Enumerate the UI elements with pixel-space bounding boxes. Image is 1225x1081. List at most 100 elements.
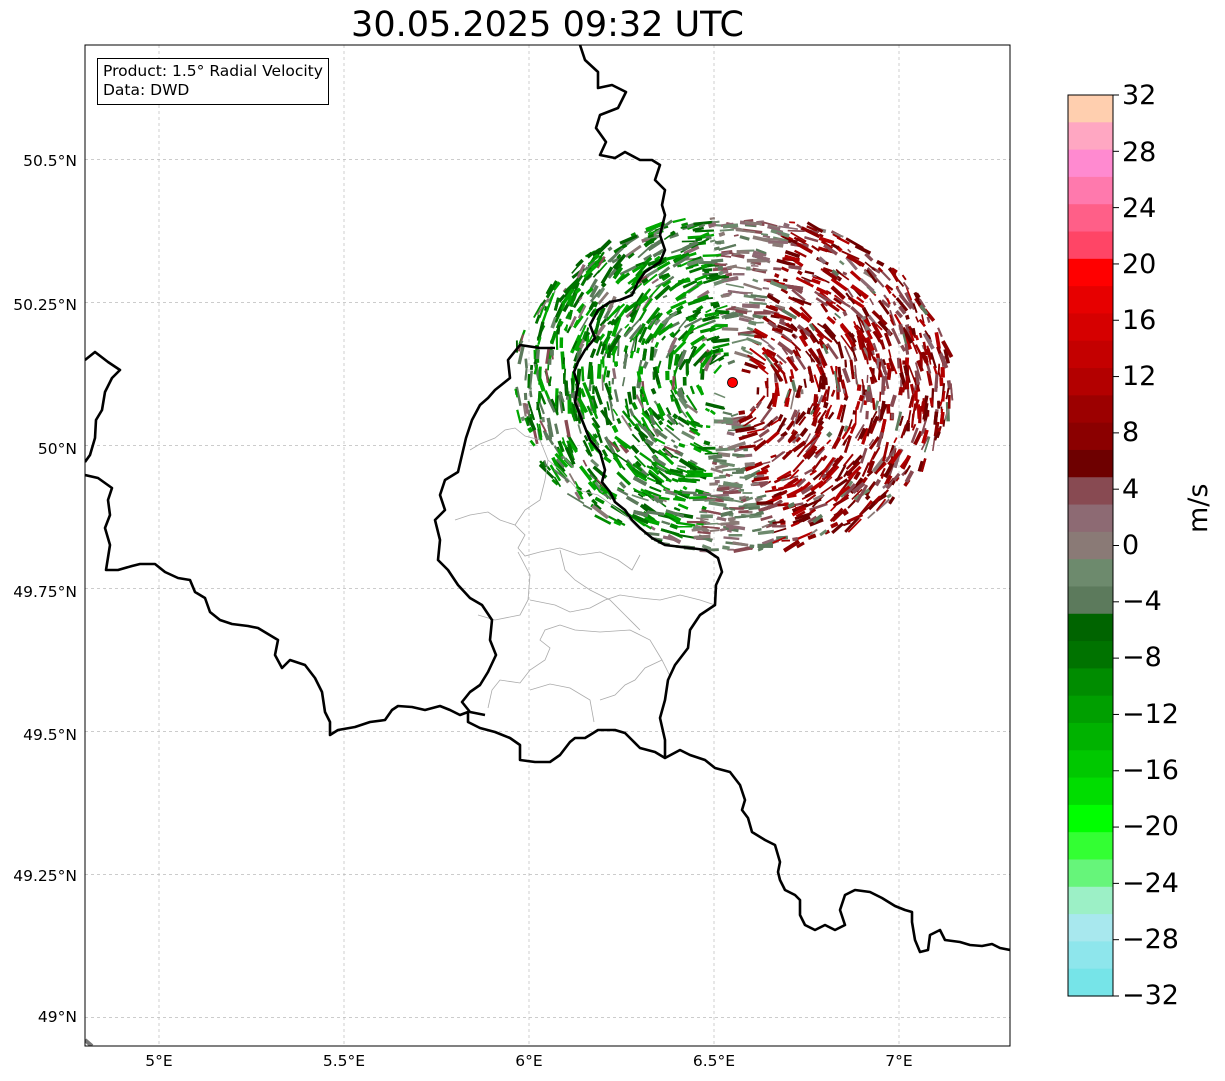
echo-cell — [701, 544, 712, 551]
map-frame — [84, 44, 1011, 1047]
echo-cell — [851, 341, 857, 347]
echo-cell — [744, 462, 755, 467]
echo-cell — [616, 253, 622, 260]
echo-cell — [609, 318, 617, 326]
echo-cell — [601, 374, 604, 391]
echo-cell — [689, 385, 695, 395]
echo-cell — [808, 323, 816, 332]
echo-cell — [520, 416, 526, 422]
echo-cell — [578, 324, 587, 340]
echo-cell — [551, 478, 559, 486]
echo-cell — [722, 467, 740, 472]
echo-cell — [612, 453, 624, 469]
echo-cell — [890, 269, 900, 283]
colorbar-segment — [1068, 695, 1113, 724]
echo-cell — [657, 449, 675, 466]
echo-cell — [667, 349, 675, 369]
echo-cell — [945, 387, 950, 400]
echo-cell — [709, 325, 724, 333]
echo-cell — [631, 494, 649, 502]
echo-cell — [690, 345, 695, 350]
echo-cell — [733, 545, 754, 553]
echo-cell — [724, 313, 739, 320]
colorbar-segment — [1068, 859, 1113, 888]
echo-cell — [586, 260, 596, 271]
echo-cell — [886, 493, 892, 499]
echo-cell — [645, 306, 661, 325]
echo-cell — [643, 489, 662, 498]
echo-cell — [810, 480, 825, 492]
echo-cell — [723, 536, 740, 541]
echo-cell — [626, 458, 636, 470]
echo-cell — [681, 430, 696, 440]
echo-cell — [774, 330, 785, 336]
echo-cell — [529, 439, 536, 447]
echo-cell — [664, 449, 673, 458]
echo-cell — [712, 458, 727, 464]
echo-cell — [801, 276, 813, 282]
echo-cell — [619, 443, 630, 454]
echo-cell — [608, 381, 611, 386]
colorbar-segment — [1068, 586, 1113, 615]
echo-cell — [868, 438, 875, 447]
echo-cell — [890, 413, 895, 420]
echo-cell — [861, 427, 870, 445]
echo-cell — [850, 346, 858, 362]
echo-cell — [590, 458, 600, 468]
colorbar-tick-label: 24 — [1122, 193, 1157, 224]
echo-cell — [898, 323, 905, 335]
echo-cell — [544, 306, 547, 311]
echo-cell — [715, 304, 728, 311]
echo-cell — [880, 473, 885, 479]
echo-cell — [805, 350, 816, 363]
colorbar-unit-label: m/s — [1183, 483, 1214, 533]
echo-cell — [560, 453, 575, 469]
echo-cell — [846, 288, 854, 298]
echo-cell — [929, 397, 934, 407]
echo-cell — [561, 288, 575, 306]
echo-cell — [664, 511, 682, 522]
echo-cell — [687, 223, 702, 230]
echo-cell — [665, 509, 685, 518]
echo-cell — [814, 445, 825, 455]
echo-cell — [705, 425, 711, 429]
echo-cell — [908, 330, 915, 342]
echo-cell — [812, 513, 824, 524]
echo-cell — [527, 416, 537, 431]
echo-cell — [816, 348, 828, 367]
echo-cell — [640, 386, 650, 406]
echo-cell — [654, 437, 666, 445]
echo-cell — [696, 517, 709, 521]
echo-cell — [861, 315, 870, 331]
colorbar-segment — [1068, 722, 1113, 751]
echo-cell — [812, 394, 818, 407]
echo-cell — [647, 234, 654, 239]
echo-cell — [685, 474, 700, 478]
echo-cell — [572, 291, 578, 301]
lat-label: 50°N — [37, 440, 77, 458]
echo-cell — [799, 427, 809, 438]
echo-cell — [631, 264, 644, 274]
echo-cell — [648, 469, 665, 484]
echo-cell — [672, 418, 679, 426]
colorbar-segment — [1068, 804, 1113, 833]
echo-cell — [877, 462, 887, 473]
echo-cell — [574, 287, 582, 294]
echo-cell — [789, 221, 796, 224]
colorbar-segment — [1068, 231, 1113, 260]
echo-cell — [603, 455, 612, 464]
echo-cell — [937, 400, 940, 409]
echo-cell — [780, 266, 790, 273]
echo-cell — [690, 238, 710, 249]
echo-cell — [664, 488, 675, 495]
lat-label: 49°N — [37, 1008, 77, 1026]
echo-cell — [889, 448, 903, 465]
echo-cell — [680, 226, 688, 229]
echo-cell — [850, 332, 855, 338]
echo-cell — [805, 436, 819, 453]
echo-cell — [621, 410, 636, 427]
echo-cell — [597, 291, 609, 305]
echo-cell — [539, 419, 547, 433]
echo-cell — [854, 365, 858, 385]
